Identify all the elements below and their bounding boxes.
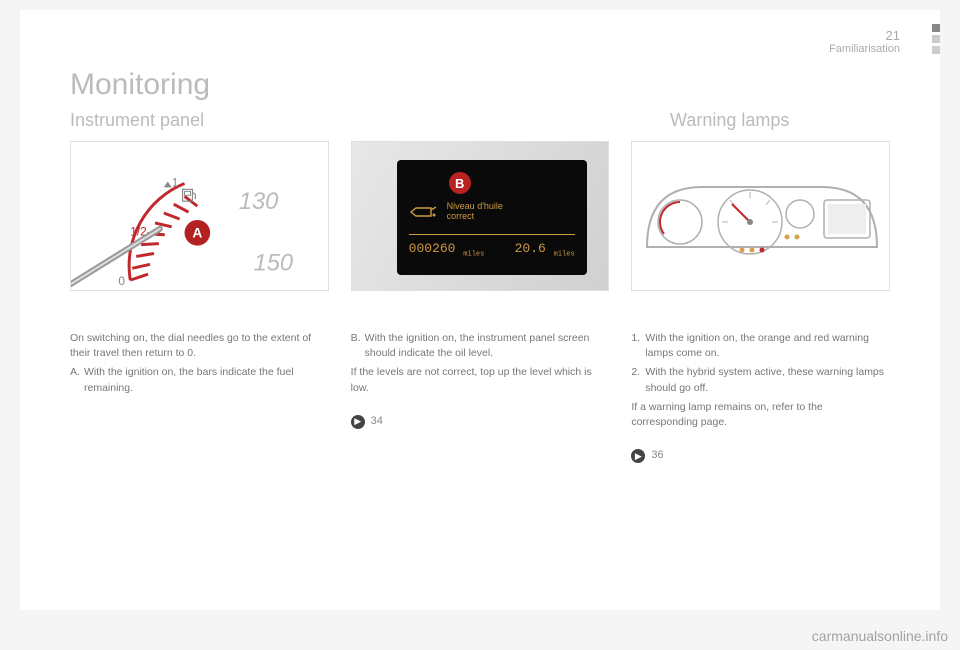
heading-warning-lamps: Warning lamps: [670, 110, 789, 131]
divider: [409, 234, 575, 235]
subheadings-row: Instrument panel Warning lamps: [70, 110, 890, 131]
figure-fuel-gauge: 0 1/2 1 130 150 A: [70, 141, 329, 291]
heading-instrument-panel: Instrument panel: [70, 110, 330, 131]
ref-number: 36: [651, 448, 663, 464]
page-reference: ▶ 34: [351, 414, 610, 430]
list-item: B.With the ignition on, the instrument p…: [365, 331, 610, 361]
speed-label: 130: [239, 189, 279, 215]
list-item: A.With the ignition on, the bars indicat…: [84, 365, 329, 395]
ref-number: 34: [371, 414, 383, 430]
watermark: carmanualsonline.info: [812, 628, 948, 644]
text-col-3: 1. With the ignition on, the orange and r…: [631, 331, 890, 464]
fuel-gauge-svg: 0 1/2 1 130 150 A: [71, 142, 328, 290]
odometer: 000260 miles: [409, 241, 485, 259]
tab-marker: [932, 46, 940, 54]
list-item: 2.With the hybrid system active, these w…: [645, 365, 890, 395]
figures-row: 0 1/2 1 130 150 A: [70, 141, 890, 291]
badge-a: A: [192, 225, 202, 241]
item-text: With the ignition on, the instrument pan…: [365, 332, 590, 359]
item-label: B.: [351, 331, 361, 346]
figure-display-screen: B Niveau d'huile correct 000260 miles 20…: [351, 141, 610, 291]
lcd-screen: B Niveau d'huile correct 000260 miles 20…: [397, 160, 587, 275]
item-text: With the ignition on, the bars indicate …: [84, 366, 294, 393]
item-label: 2.: [631, 365, 640, 380]
page-tabs: [932, 24, 940, 54]
oil-level-text: Niveau d'huile correct: [447, 202, 503, 222]
page-title: Monitoring: [70, 68, 890, 102]
gauge-tick-0: 0: [118, 274, 125, 288]
item-text: With the ignition on, the orange and red…: [645, 332, 869, 359]
page-header: 21 Familiarisation: [829, 28, 900, 55]
trip-meter: 20.6 miles: [515, 241, 575, 259]
gauge-tick-1: 1: [172, 175, 179, 189]
paragraph: If the levels are not correct, top up th…: [351, 365, 610, 395]
text-col-2: B. With the ignition on, the instrument p…: [351, 331, 610, 464]
oil-can-icon: [409, 205, 437, 219]
section-label: Familiarisation: [829, 43, 900, 55]
text-col-1: On switching on, the dial needles go to …: [70, 331, 329, 464]
badge-b: B: [449, 172, 471, 194]
tab-marker: [932, 35, 940, 43]
oil-level-row: Niveau d'huile correct: [409, 202, 575, 222]
text-columns: On switching on, the dial needles go to …: [70, 331, 890, 464]
tab-marker: [932, 24, 940, 32]
cluster-svg: [632, 142, 890, 291]
item-label: 1.: [631, 331, 640, 346]
item-label: A.: [70, 365, 80, 380]
figure-instrument-cluster: [631, 141, 890, 291]
manual-page: 21 Familiarisation Monitoring Instrument…: [20, 10, 940, 610]
page-number: 21: [829, 28, 900, 43]
list-item: 1.With the ignition on, the orange and r…: [645, 331, 890, 361]
speed-label: 150: [254, 250, 294, 276]
page-reference: ▶ 36: [631, 448, 890, 464]
paragraph: If a warning lamp remains on, refer to t…: [631, 400, 890, 430]
item-text: With the hybrid system active, these war…: [645, 366, 884, 393]
ref-arrow-icon: ▶: [351, 415, 365, 429]
intro-paragraph: On switching on, the dial needles go to …: [70, 331, 329, 361]
ref-arrow-icon: ▶: [631, 449, 645, 463]
odometer-row: 000260 miles 20.6 miles: [409, 241, 575, 259]
oil-line2: correct: [447, 212, 503, 222]
